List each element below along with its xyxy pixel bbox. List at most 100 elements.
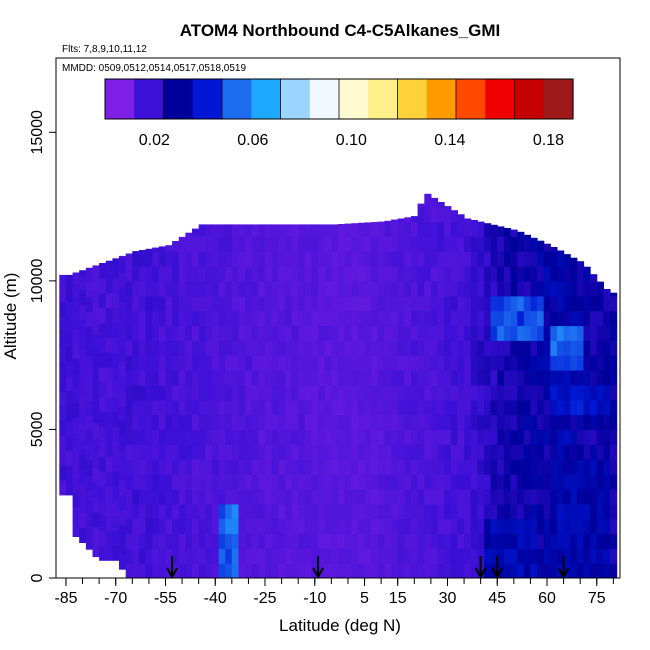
- heatmap-cell: [371, 563, 379, 578]
- heatmap-cell: [165, 488, 173, 505]
- heatmap-cell: [576, 459, 585, 475]
- heatmap-cell: [66, 274, 74, 288]
- heatmap-cell: [324, 563, 332, 578]
- heatmap-cell: [371, 340, 379, 356]
- heatmap-cell: [503, 295, 512, 312]
- heatmap-cell: [364, 488, 372, 505]
- heatmap-cell: [464, 429, 472, 445]
- heatmap-cell: [331, 399, 339, 416]
- heatmap-cell: [344, 266, 352, 282]
- heatmap-cell: [550, 355, 558, 371]
- heatmap-cell: [238, 266, 246, 282]
- y-tick-label: 10000: [29, 259, 46, 304]
- heatmap-cell: [424, 474, 432, 490]
- heatmap-cell: [543, 384, 551, 401]
- heatmap-cell: [484, 444, 492, 460]
- heatmap-cell: [371, 370, 379, 386]
- heatmap-cell: [576, 340, 585, 356]
- heatmap-cell: [557, 355, 565, 371]
- heatmap-cell: [205, 266, 213, 282]
- heatmap-cell: [145, 414, 153, 431]
- heatmap-cell: [450, 295, 458, 312]
- colorbar-tick-label: 0.18: [533, 132, 564, 149]
- heatmap-cell: [105, 441, 113, 457]
- heatmap-cell: [397, 384, 405, 401]
- heatmap-cell: [311, 251, 319, 267]
- heatmap-cell: [477, 429, 485, 445]
- heatmap-cell: [450, 310, 458, 327]
- heatmap-cell: [245, 488, 253, 505]
- heatmap-cell: [245, 340, 253, 356]
- colorbar-tick-label: 0.02: [139, 132, 170, 149]
- heatmap-cell: [557, 414, 565, 431]
- heatmap-cell: [523, 548, 531, 564]
- heatmap-cell: [298, 370, 306, 386]
- heatmap-cell: [576, 384, 585, 401]
- heatmap-cell: [570, 280, 578, 297]
- heatmap-cell: [430, 355, 439, 371]
- heatmap-cell: [470, 563, 478, 578]
- heatmap-cell: [357, 474, 366, 490]
- heatmap-cell: [258, 310, 266, 327]
- heatmap-cell: [417, 325, 425, 341]
- heatmap-cell: [72, 521, 80, 537]
- heatmap-cell: [364, 444, 372, 460]
- heatmap-cell: [231, 325, 239, 341]
- heatmap-cell: [79, 497, 87, 514]
- heatmap-cell: [278, 370, 286, 386]
- heatmap-cell: [158, 518, 166, 535]
- heatmap-cell: [503, 474, 512, 490]
- heatmap-cell: [79, 349, 87, 365]
- heatmap-cell: [298, 563, 306, 578]
- heatmap-cell: [92, 407, 100, 424]
- heatmap-cell: [59, 331, 67, 347]
- heatmap-cell: [603, 488, 611, 505]
- heatmap-cell: [298, 325, 306, 341]
- heatmap-cell: [105, 292, 113, 309]
- heatmap-cell: [464, 399, 472, 416]
- heatmap-cell: [391, 325, 399, 341]
- heatmap-cell: [99, 530, 107, 546]
- heatmap-cell: [417, 563, 425, 578]
- heatmap-cell: [112, 545, 120, 561]
- heatmap-cell: [503, 488, 512, 505]
- heatmap-cell: [464, 459, 472, 475]
- heatmap-cell: [245, 355, 253, 371]
- heatmap-cell: [596, 429, 604, 445]
- heatmap-cell: [490, 224, 498, 237]
- heatmap-cell: [291, 384, 299, 401]
- heatmap-cell: [424, 503, 432, 520]
- heatmap-cell: [377, 384, 385, 401]
- heatmap-cell: [517, 355, 525, 371]
- heatmap-cell: [417, 414, 425, 431]
- heatmap-cell: [550, 399, 558, 416]
- heatmap-cell: [510, 340, 518, 356]
- heatmap-cell: [484, 518, 492, 535]
- heatmap-cell: [510, 325, 518, 341]
- heatmap-cell: [318, 310, 326, 327]
- heatmap-cell: [610, 474, 618, 490]
- heatmap-cell: [158, 414, 166, 431]
- heatmap-cell: [119, 255, 127, 258]
- heatmap-cell: [424, 518, 432, 535]
- heatmap-cell: [417, 488, 425, 505]
- heatmap-cell: [298, 280, 306, 297]
- heatmap-cell: [125, 533, 133, 549]
- heatmap-cell: [198, 533, 206, 549]
- heatmap-cell: [517, 370, 525, 386]
- heatmap-cell: [583, 563, 591, 578]
- heatmap-cell: [271, 459, 279, 475]
- heatmap-cell: [99, 426, 107, 442]
- heatmap-cell: [371, 488, 379, 505]
- heatmap-cell: [225, 488, 233, 505]
- heatmap-cell: [138, 518, 147, 535]
- heatmap-cell: [92, 363, 100, 379]
- heatmap-cell: [503, 280, 512, 297]
- heatmap-cell: [391, 459, 399, 475]
- heatmap-cell: [178, 236, 186, 252]
- heatmap-cell: [178, 355, 186, 371]
- heatmap-cell: [391, 533, 399, 549]
- colorbar-segment: [222, 79, 252, 119]
- heatmap-cell: [583, 474, 591, 490]
- heatmap-cell: [284, 459, 293, 475]
